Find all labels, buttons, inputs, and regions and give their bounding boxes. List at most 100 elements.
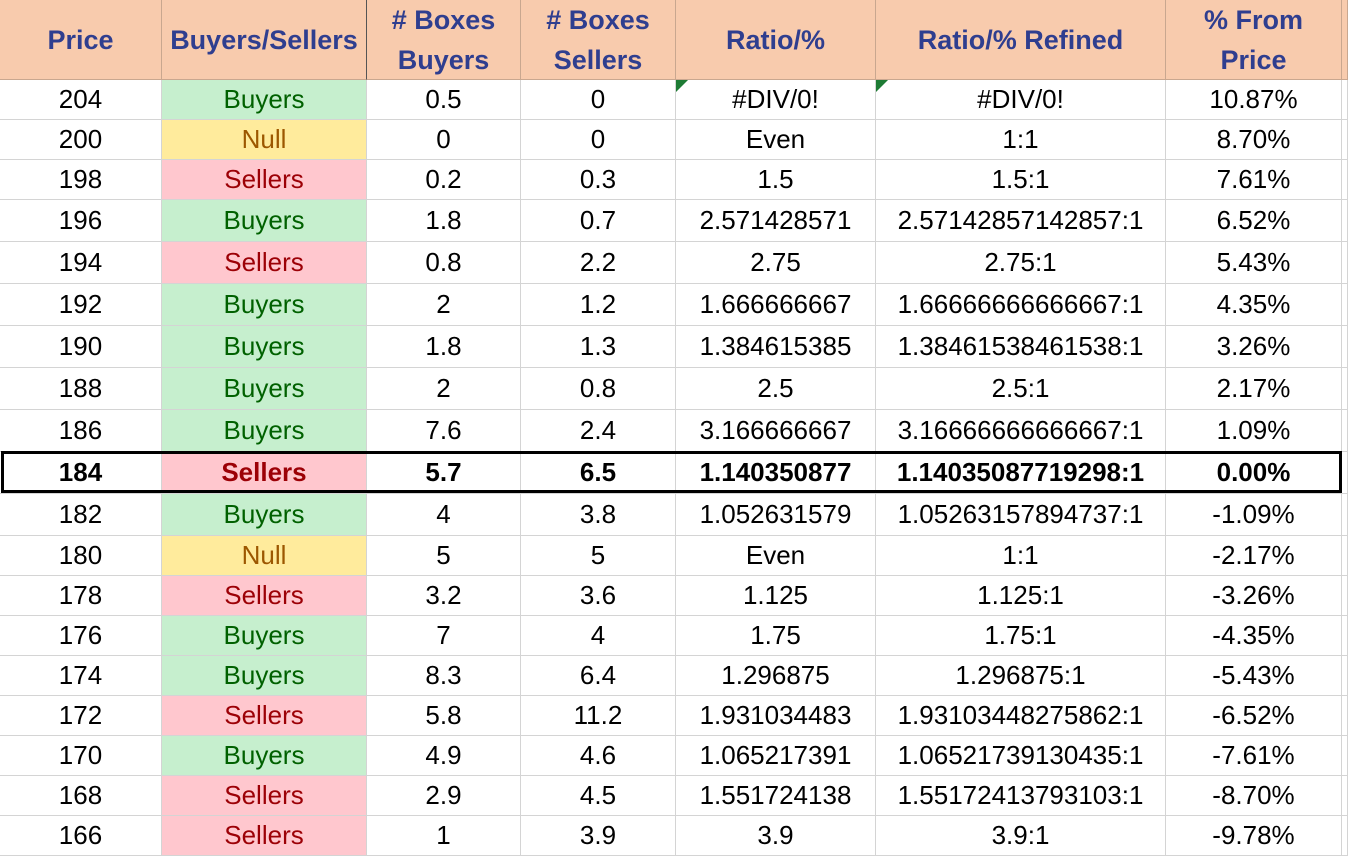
side-cell[interactable]: Buyers bbox=[162, 368, 367, 410]
price-cell[interactable]: 166 bbox=[0, 816, 162, 856]
side-cell[interactable]: Sellers bbox=[162, 452, 367, 494]
extra-cell[interactable] bbox=[1342, 410, 1348, 452]
side-cell[interactable]: Buyers bbox=[162, 200, 367, 242]
boxes-sellers-cell[interactable]: 0.7 bbox=[521, 200, 676, 242]
from-price-cell[interactable]: -2.17% bbox=[1166, 536, 1342, 576]
ratio-cell[interactable]: 1.666666667 bbox=[676, 284, 876, 326]
boxes-buyers-cell[interactable]: 8.3 bbox=[367, 656, 521, 696]
price-cell[interactable]: 174 bbox=[0, 656, 162, 696]
side-cell[interactable]: Null bbox=[162, 120, 367, 160]
boxes-buyers-cell[interactable]: 7.6 bbox=[367, 410, 521, 452]
boxes-buyers-cell[interactable]: 4.9 bbox=[367, 736, 521, 776]
price-cell[interactable]: 196 bbox=[0, 200, 162, 242]
ratio-refined-cell[interactable]: 1.296875:1 bbox=[876, 656, 1166, 696]
ratio-cell[interactable]: 3.9 bbox=[676, 816, 876, 856]
ratio-refined-cell[interactable]: 1.14035087719298:1 bbox=[876, 452, 1166, 494]
boxes-buyers-cell[interactable]: 0.8 bbox=[367, 242, 521, 284]
extra-cell[interactable] bbox=[1342, 494, 1348, 536]
ratio-cell[interactable]: 1.551724138 bbox=[676, 776, 876, 816]
header-extra-cell[interactable] bbox=[1342, 0, 1348, 80]
ratio-refined-cell[interactable]: 1:1 bbox=[876, 536, 1166, 576]
extra-cell[interactable] bbox=[1342, 200, 1348, 242]
boxes-sellers-cell[interactable]: 6.4 bbox=[521, 656, 676, 696]
from-price-cell[interactable]: 1.09% bbox=[1166, 410, 1342, 452]
price-cell[interactable]: 180 bbox=[0, 536, 162, 576]
ratio-refined-cell[interactable]: 2.5:1 bbox=[876, 368, 1166, 410]
price-cell[interactable]: 186 bbox=[0, 410, 162, 452]
extra-cell[interactable] bbox=[1342, 696, 1348, 736]
ratio-cell[interactable]: 1.5 bbox=[676, 160, 876, 200]
ratio-refined-cell[interactable]: 1.66666666666667:1 bbox=[876, 284, 1166, 326]
from-price-cell[interactable]: 7.61% bbox=[1166, 160, 1342, 200]
from-price-cell[interactable]: 6.52% bbox=[1166, 200, 1342, 242]
ratio-cell[interactable]: 3.166666667 bbox=[676, 410, 876, 452]
ratio-cell[interactable]: 1.931034483 bbox=[676, 696, 876, 736]
from-price-cell[interactable]: -8.70% bbox=[1166, 776, 1342, 816]
boxes-sellers-cell[interactable]: 4 bbox=[521, 616, 676, 656]
price-cell[interactable]: 194 bbox=[0, 242, 162, 284]
header-boxes-buyers[interactable]: # Boxes Buyers bbox=[367, 0, 521, 80]
boxes-buyers-cell[interactable]: 7 bbox=[367, 616, 521, 656]
ratio-refined-cell[interactable]: 3.9:1 bbox=[876, 816, 1166, 856]
boxes-sellers-cell[interactable]: 4.5 bbox=[521, 776, 676, 816]
extra-cell[interactable] bbox=[1342, 284, 1348, 326]
price-cell[interactable]: 182 bbox=[0, 494, 162, 536]
price-cell[interactable]: 176 bbox=[0, 616, 162, 656]
from-price-cell[interactable]: 4.35% bbox=[1166, 284, 1342, 326]
boxes-buyers-cell[interactable]: 5.8 bbox=[367, 696, 521, 736]
header-ratio[interactable]: Ratio/% bbox=[676, 0, 876, 80]
extra-cell[interactable] bbox=[1342, 452, 1348, 494]
boxes-buyers-cell[interactable]: 0.5 bbox=[367, 80, 521, 120]
from-price-cell[interactable]: 3.26% bbox=[1166, 326, 1342, 368]
boxes-buyers-cell[interactable]: 2 bbox=[367, 284, 521, 326]
boxes-sellers-cell[interactable]: 11.2 bbox=[521, 696, 676, 736]
boxes-sellers-cell[interactable]: 4.6 bbox=[521, 736, 676, 776]
price-cell[interactable]: 178 bbox=[0, 576, 162, 616]
ratio-cell[interactable]: #DIV/0! bbox=[676, 80, 876, 120]
boxes-buyers-cell[interactable]: 0.2 bbox=[367, 160, 521, 200]
from-price-cell[interactable]: 10.87% bbox=[1166, 80, 1342, 120]
side-cell[interactable]: Sellers bbox=[162, 696, 367, 736]
from-price-cell[interactable]: -1.09% bbox=[1166, 494, 1342, 536]
side-cell[interactable]: Sellers bbox=[162, 576, 367, 616]
extra-cell[interactable] bbox=[1342, 616, 1348, 656]
ratio-refined-cell[interactable]: 1.93103448275862:1 bbox=[876, 696, 1166, 736]
from-price-cell[interactable]: -3.26% bbox=[1166, 576, 1342, 616]
extra-cell[interactable] bbox=[1342, 120, 1348, 160]
price-cell[interactable]: 204 bbox=[0, 80, 162, 120]
extra-cell[interactable] bbox=[1342, 160, 1348, 200]
ratio-refined-cell[interactable]: 2.57142857142857:1 bbox=[876, 200, 1166, 242]
ratio-cell[interactable]: 2.571428571 bbox=[676, 200, 876, 242]
boxes-buyers-cell[interactable]: 0 bbox=[367, 120, 521, 160]
ratio-cell[interactable]: 1.296875 bbox=[676, 656, 876, 696]
boxes-buyers-cell[interactable]: 5 bbox=[367, 536, 521, 576]
ratio-refined-cell[interactable]: #DIV/0! bbox=[876, 80, 1166, 120]
ratio-refined-cell[interactable]: 2.75:1 bbox=[876, 242, 1166, 284]
boxes-buyers-cell[interactable]: 2.9 bbox=[367, 776, 521, 816]
boxes-buyers-cell[interactable]: 2 bbox=[367, 368, 521, 410]
side-cell[interactable]: Sellers bbox=[162, 242, 367, 284]
boxes-buyers-cell[interactable]: 1.8 bbox=[367, 200, 521, 242]
price-cell[interactable]: 168 bbox=[0, 776, 162, 816]
side-cell[interactable]: Buyers bbox=[162, 616, 367, 656]
boxes-buyers-cell[interactable]: 3.2 bbox=[367, 576, 521, 616]
extra-cell[interactable] bbox=[1342, 242, 1348, 284]
side-cell[interactable]: Buyers bbox=[162, 410, 367, 452]
boxes-buyers-cell[interactable]: 4 bbox=[367, 494, 521, 536]
from-price-cell[interactable]: 2.17% bbox=[1166, 368, 1342, 410]
ratio-refined-cell[interactable]: 1.05263157894737:1 bbox=[876, 494, 1166, 536]
ratio-refined-cell[interactable]: 1.38461538461538:1 bbox=[876, 326, 1166, 368]
header-from-price[interactable]: % From Price bbox=[1166, 0, 1342, 80]
boxes-sellers-cell[interactable]: 0.8 bbox=[521, 368, 676, 410]
ratio-cell[interactable]: 2.75 bbox=[676, 242, 876, 284]
ratio-refined-cell[interactable]: 3.16666666666667:1 bbox=[876, 410, 1166, 452]
extra-cell[interactable] bbox=[1342, 736, 1348, 776]
extra-cell[interactable] bbox=[1342, 656, 1348, 696]
price-cell[interactable]: 172 bbox=[0, 696, 162, 736]
boxes-sellers-cell[interactable]: 2.2 bbox=[521, 242, 676, 284]
ratio-cell[interactable]: Even bbox=[676, 120, 876, 160]
boxes-sellers-cell[interactable]: 2.4 bbox=[521, 410, 676, 452]
ratio-cell[interactable]: Even bbox=[676, 536, 876, 576]
extra-cell[interactable] bbox=[1342, 80, 1348, 120]
header-boxes-sellers[interactable]: # Boxes Sellers bbox=[521, 0, 676, 80]
